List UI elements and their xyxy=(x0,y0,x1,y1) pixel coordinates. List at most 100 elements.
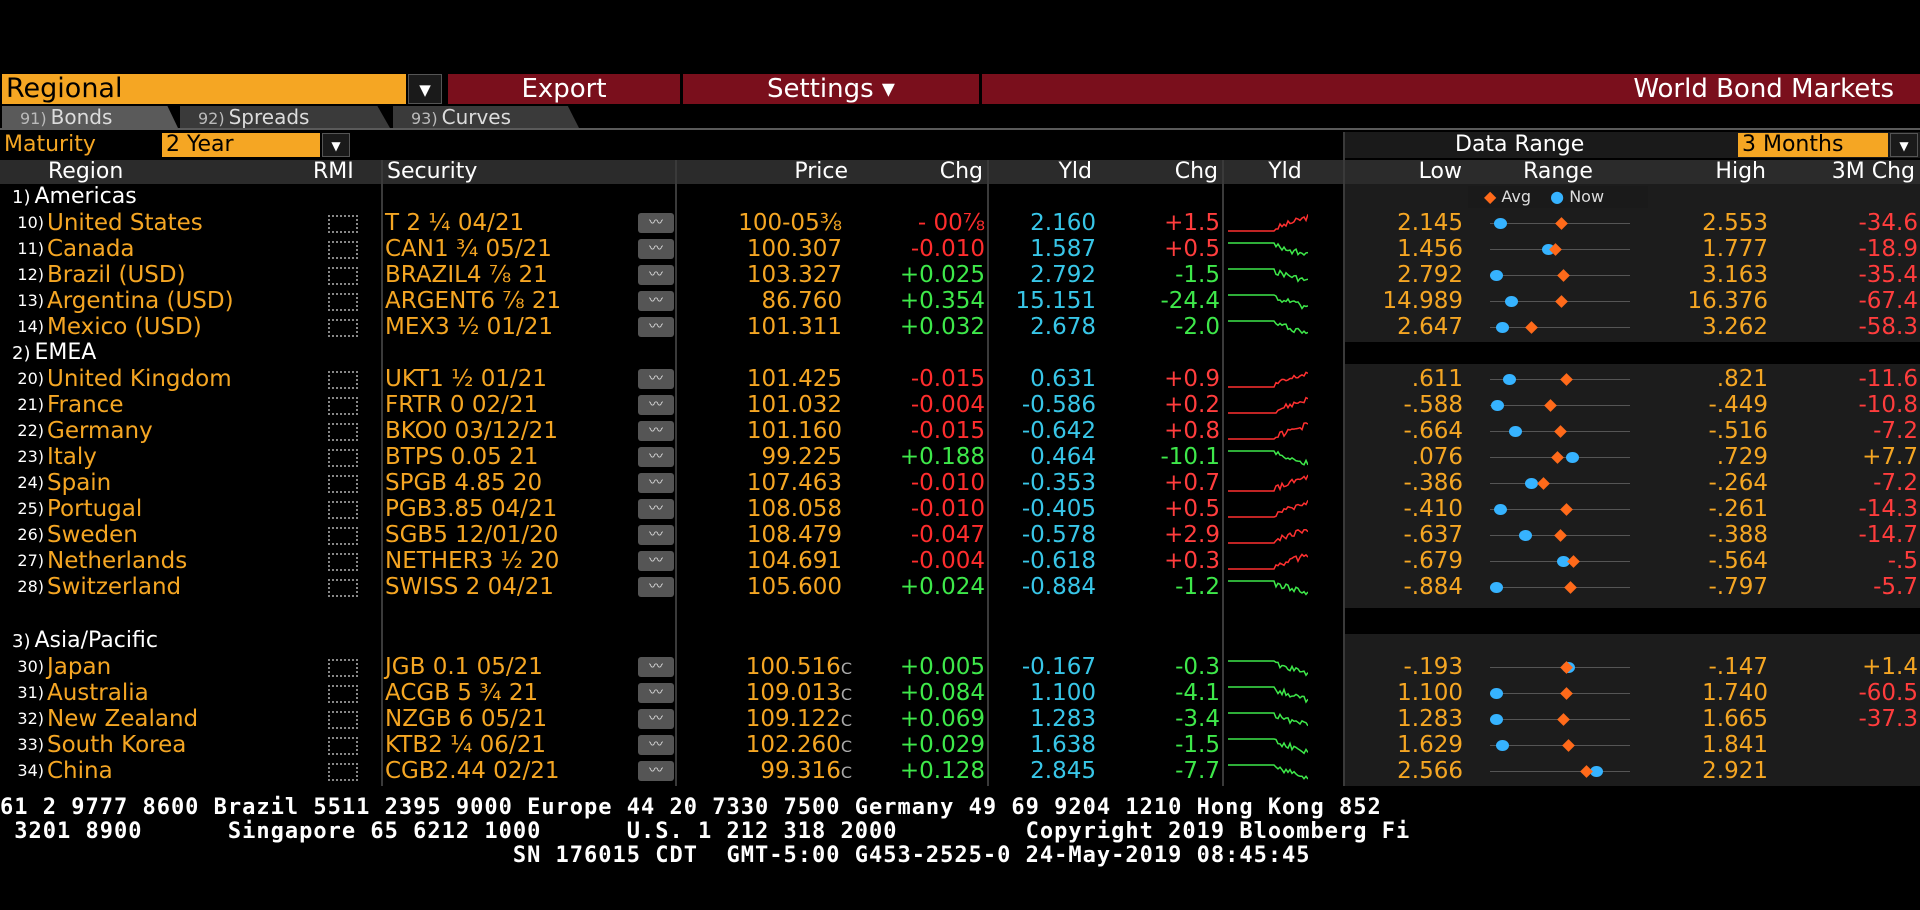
rmi-checkbox[interactable] xyxy=(328,501,358,519)
tab-curves[interactable]: 93) Curves xyxy=(393,106,579,128)
table-row[interactable]: 25) Portugal PGB3.85 04/21 〰 108.058 -0.010 -0… xyxy=(0,496,1920,522)
tab-spreads[interactable]: 92) Spreads xyxy=(180,106,390,128)
yield-sparkline[interactable] xyxy=(1228,393,1308,417)
yield-sparkline[interactable] xyxy=(1228,471,1308,495)
yield-sparkline[interactable] xyxy=(1228,263,1308,287)
data-range-select[interactable]: 3 Months xyxy=(1738,133,1888,157)
table-row[interactable]: 20) United Kingdom UKT1 ½ 01/21 〰 101.425 -0.… xyxy=(0,366,1920,392)
table-row[interactable]: 21) France FRTR 0 02/21 〰 101.032 -0.004 -0.58… xyxy=(0,392,1920,418)
security-name[interactable]: UKT1 ½ 01/21 xyxy=(385,366,548,392)
column-header-chg2[interactable]: Chg xyxy=(1174,159,1218,184)
yield-sparkline[interactable] xyxy=(1228,655,1308,679)
region-name[interactable]: United States xyxy=(47,210,203,236)
security-name[interactable]: SGB5 12/01/20 xyxy=(385,522,559,548)
table-row[interactable]: 32) New Zealand NZGB 6 05/21 〰 109.122C +0.06… xyxy=(0,706,1920,732)
column-header-chg[interactable]: Chg xyxy=(939,159,983,184)
yield-sparkline[interactable] xyxy=(1228,575,1308,599)
security-name[interactable]: JGB 0.1 05/21 xyxy=(385,654,543,680)
yield-sparkline[interactable] xyxy=(1228,445,1308,469)
region-name[interactable]: Germany xyxy=(47,418,153,444)
chart-icon[interactable]: 〰 xyxy=(638,421,674,441)
security-name[interactable]: SPGB 4.85 20 xyxy=(385,470,543,496)
rmi-checkbox[interactable] xyxy=(328,527,358,545)
section-header[interactable]: 2) EMEA xyxy=(0,340,96,366)
security-name[interactable]: NZGB 6 05/21 xyxy=(385,706,548,732)
security-name[interactable]: BRAZIL4 ⅞ 21 xyxy=(385,262,548,288)
table-row[interactable]: 24) Spain SPGB 4.85 20 〰 107.463 -0.010 -0.353… xyxy=(0,470,1920,496)
yield-sparkline[interactable] xyxy=(1228,497,1308,521)
section-header[interactable]: 1) Americas xyxy=(0,184,137,210)
security-name[interactable]: SWISS 2 04/21 xyxy=(385,574,554,600)
chart-icon[interactable]: 〰 xyxy=(638,551,674,571)
table-row[interactable]: 26) Sweden SGB5 12/01/20 〰 108.479 -0.047 -0.5… xyxy=(0,522,1920,548)
tab-bonds[interactable]: 91) Bonds xyxy=(2,106,178,128)
chart-icon[interactable]: 〰 xyxy=(638,369,674,389)
column-header-high[interactable]: High xyxy=(1715,159,1766,184)
table-row[interactable]: 13) Argentina (USD) ARGENT6 ⅞ 21 〰 86.760 +0.… xyxy=(0,288,1920,314)
yield-sparkline[interactable] xyxy=(1228,237,1308,261)
rmi-checkbox[interactable] xyxy=(328,553,358,571)
table-row[interactable]: 22) Germany BKO0 03/12/21 〰 101.160 -0.015 -0.… xyxy=(0,418,1920,444)
security-name[interactable]: MEX3 ½ 01/21 xyxy=(385,314,553,340)
security-name[interactable]: PGB3.85 04/21 xyxy=(385,496,558,522)
rmi-checkbox[interactable] xyxy=(328,371,358,389)
column-header-range[interactable]: Range xyxy=(1523,159,1593,184)
region-name[interactable]: South Korea xyxy=(47,732,187,758)
column-header-price[interactable]: Price xyxy=(794,159,848,184)
chart-icon[interactable]: 〰 xyxy=(638,447,674,467)
region-name[interactable]: China xyxy=(47,758,113,784)
table-row[interactable]: 14) Mexico (USD) MEX3 ½ 01/21 〰 101.311 +0.03… xyxy=(0,314,1920,340)
table-row[interactable]: 31) Australia ACGB 5 ¾ 21 〰 109.013C +0.084 1.… xyxy=(0,680,1920,706)
rmi-checkbox[interactable] xyxy=(328,397,358,415)
rmi-checkbox[interactable] xyxy=(328,241,358,259)
security-name[interactable]: CAN1 ¾ 05/21 xyxy=(385,236,552,262)
region-name[interactable]: United Kingdom xyxy=(47,366,232,392)
region-name[interactable]: Mexico (USD) xyxy=(47,314,202,340)
chart-icon[interactable]: 〰 xyxy=(638,761,674,781)
column-header-yld-chart[interactable]: Yld xyxy=(1268,159,1302,184)
region-name[interactable]: Argentina (USD) xyxy=(47,288,234,314)
security-name[interactable]: FRTR 0 02/21 xyxy=(385,392,539,418)
region-name[interactable]: Sweden xyxy=(47,522,138,548)
rmi-checkbox[interactable] xyxy=(328,319,358,337)
rmi-checkbox[interactable] xyxy=(328,449,358,467)
yield-sparkline[interactable] xyxy=(1228,211,1308,235)
rmi-checkbox[interactable] xyxy=(328,267,358,285)
export-button[interactable]: Export xyxy=(448,74,680,104)
yield-sparkline[interactable] xyxy=(1228,681,1308,705)
chart-icon[interactable]: 〰 xyxy=(638,395,674,415)
column-header-rmi[interactable]: RMI xyxy=(313,159,354,184)
chart-icon[interactable]: 〰 xyxy=(638,499,674,519)
yield-sparkline[interactable] xyxy=(1228,367,1308,391)
table-row[interactable]: 10) United States T 2 ¼ 04/21 〰 100-05⅜ - 00⅞… xyxy=(0,210,1920,236)
rmi-checkbox[interactable] xyxy=(328,293,358,311)
table-row[interactable]: 33) South Korea KTB2 ¼ 06/21 〰 102.260C +0.02… xyxy=(0,732,1920,758)
column-header-low[interactable]: Low xyxy=(1418,159,1462,184)
regional-dropdown[interactable]: Regional xyxy=(2,74,406,104)
region-name[interactable]: Italy xyxy=(47,444,97,470)
yield-sparkline[interactable] xyxy=(1228,707,1308,731)
rmi-checkbox[interactable] xyxy=(328,475,358,493)
table-row[interactable]: 30) Japan JGB 0.1 05/21 〰 100.516C +0.005 -0.1… xyxy=(0,654,1920,680)
region-name[interactable]: Portugal xyxy=(47,496,143,522)
security-name[interactable]: BKO0 03/12/21 xyxy=(385,418,558,444)
chart-icon[interactable]: 〰 xyxy=(638,265,674,285)
rmi-checkbox[interactable] xyxy=(328,763,358,781)
yield-sparkline[interactable] xyxy=(1228,289,1308,313)
table-row[interactable]: 27) Netherlands NETHER3 ½ 20 〰 104.691 -0.004… xyxy=(0,548,1920,574)
chart-icon[interactable]: 〰 xyxy=(638,317,674,337)
chart-icon[interactable]: 〰 xyxy=(638,291,674,311)
region-name[interactable]: Spain xyxy=(47,470,112,496)
region-name[interactable]: Canada xyxy=(47,236,135,262)
column-header-yld[interactable]: Yld xyxy=(1058,159,1092,184)
region-name[interactable]: France xyxy=(47,392,124,418)
table-row[interactable]: 28) Switzerland SWISS 2 04/21 〰 105.600 +0.02… xyxy=(0,574,1920,600)
chevron-down-icon[interactable]: ▼ xyxy=(1890,133,1918,157)
column-header-security[interactable]: Security xyxy=(387,159,478,184)
security-name[interactable]: KTB2 ¼ 06/21 xyxy=(385,732,546,758)
rmi-checkbox[interactable] xyxy=(328,579,358,597)
yield-sparkline[interactable] xyxy=(1228,419,1308,443)
rmi-checkbox[interactable] xyxy=(328,685,358,703)
region-name[interactable]: Australia xyxy=(47,680,149,706)
security-name[interactable]: ACGB 5 ¾ 21 xyxy=(385,680,539,706)
